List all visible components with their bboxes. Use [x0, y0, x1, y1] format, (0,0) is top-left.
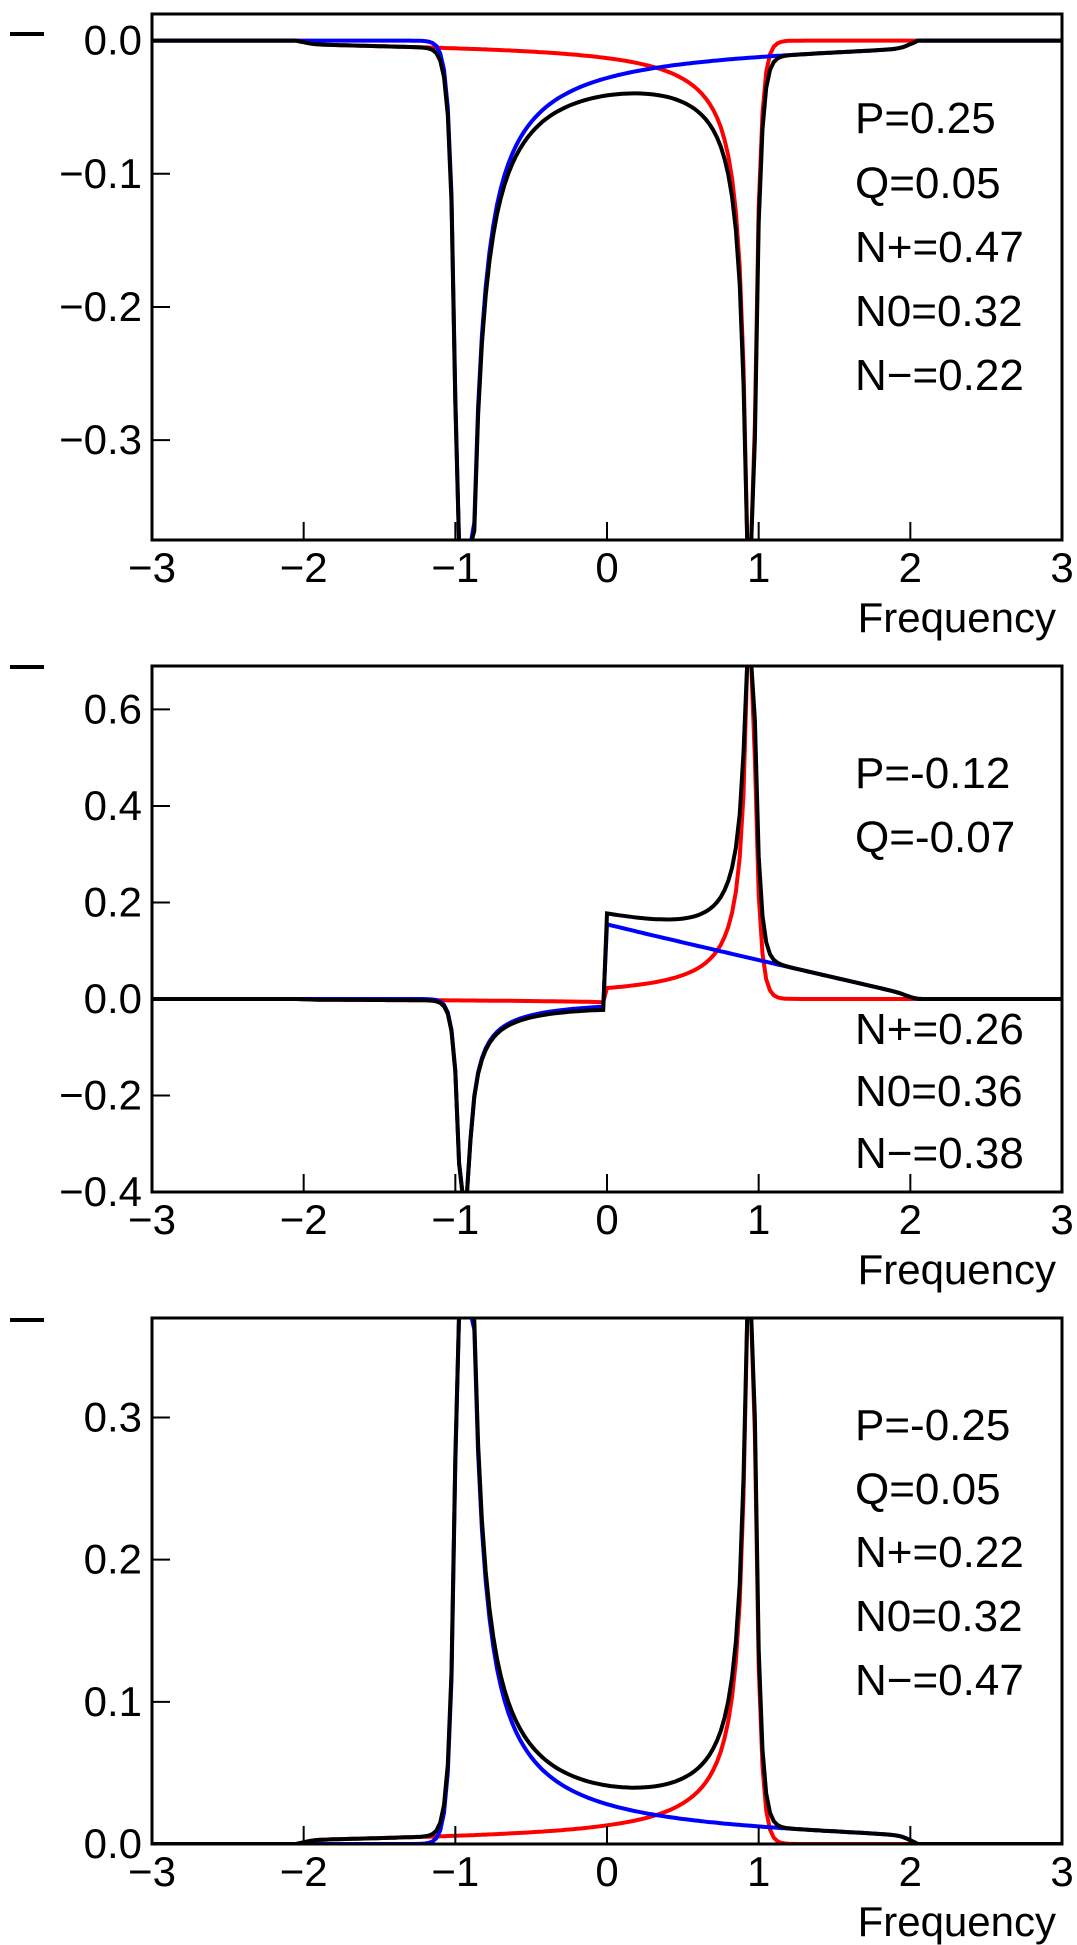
param-label: N−=0.22: [855, 351, 1024, 400]
x-tick-label: −3: [128, 1848, 176, 1895]
x-tick-label: −2: [280, 1848, 328, 1895]
x-tick-label: 1: [747, 1196, 770, 1243]
x-tick-label: 0: [595, 1196, 618, 1243]
x-tick-label: 0: [595, 1848, 618, 1895]
param-label: N−=0.38: [855, 1129, 1024, 1178]
param-label: N0=0.36: [855, 1067, 1023, 1116]
param-label: N+=0.47: [855, 223, 1024, 272]
x-tick-label: −1: [431, 1848, 479, 1895]
x-tick-label: 2: [899, 1196, 922, 1243]
y-tick-label: 0.3: [84, 1394, 142, 1441]
param-label: Q=0.05: [855, 159, 1001, 208]
param-label: N+=0.22: [855, 1528, 1024, 1577]
param-label: Q=-0.07: [855, 813, 1015, 862]
y-tick-label: 0.4: [84, 782, 142, 829]
x-tick-label: 1: [747, 1848, 770, 1895]
y-tick-label: −0.3: [59, 416, 142, 463]
param-label: P=-0.12: [855, 749, 1010, 798]
chart-panel-1: −3 −2 −1 0 1 2 3 0.0 −0.1 −0.2 −0.3 Frequency P=0.25…: [10, 12, 1074, 641]
x-tick-label: −3: [128, 544, 176, 591]
x-tick-label: 0: [595, 544, 618, 591]
x-tick-label: 2: [899, 1848, 922, 1895]
param-label: P=0.25: [855, 94, 996, 143]
y-tick-label: 0.1: [84, 1678, 142, 1725]
y-tick-label: 0.0: [84, 17, 142, 64]
x-tick-label: −1: [431, 544, 479, 591]
plot-frame: [150, 12, 1064, 542]
param-label: N0=0.32: [855, 287, 1023, 336]
series-red: [152, 1318, 1062, 1844]
y-tick-label: −0.4: [59, 1168, 142, 1215]
param-label: N+=0.26: [855, 1005, 1024, 1054]
x-tick-label: −2: [280, 1196, 328, 1243]
y-tick-label: 0.0: [84, 975, 142, 1022]
y-tick-label: −0.1: [59, 150, 142, 197]
chart-panel-3: −3 −2 −1 0 1 2 3 0.0 0.1 0.2 0.3 Frequency P=-0.25 Q=…: [10, 1316, 1074, 1945]
x-tick-label: −1: [431, 1196, 479, 1243]
x-tick-label: 3: [1050, 544, 1073, 591]
chart-panel-2: −3 −2 −1 0 1 2 3 0.6 0.4 0.2 0.0 −0.2 −0.4 Frequency P…: [10, 664, 1074, 1293]
series-total: [152, 666, 1062, 1192]
y-tick-label: 0.0: [84, 1820, 142, 1867]
x-tick-label: 3: [1050, 1848, 1073, 1895]
y-tick-label: 0.2: [84, 1536, 142, 1583]
x-tick-label: −3: [128, 1196, 176, 1243]
x-axis-title: Frequency: [858, 1246, 1056, 1293]
series-total: [152, 38, 1062, 540]
x-tick-label: 1: [747, 544, 770, 591]
param-label: N−=0.47: [855, 1656, 1024, 1705]
y-tick-label: −0.2: [59, 1071, 142, 1118]
series-total: [152, 1318, 1062, 1844]
series-blue: [152, 1318, 1062, 1844]
plot-frame: [150, 1316, 1064, 1846]
y-tick-label: 0.2: [84, 878, 142, 925]
param-label: Q=0.05: [855, 1465, 1001, 1514]
param-label: N0=0.32: [855, 1592, 1023, 1641]
y-tick-label: 0.6: [84, 685, 142, 732]
x-tick-label: 2: [899, 544, 922, 591]
x-tick-label: 3: [1050, 1196, 1073, 1243]
x-tick-label: −2: [280, 544, 328, 591]
x-axis-title: Frequency: [858, 1898, 1056, 1945]
y-tick-label: −0.2: [59, 283, 142, 330]
param-label: P=-0.25: [855, 1401, 1010, 1450]
x-axis-title: Frequency: [858, 594, 1056, 641]
